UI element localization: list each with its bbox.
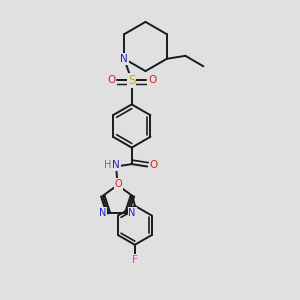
Text: H: H xyxy=(104,160,111,170)
Text: N: N xyxy=(99,208,107,218)
Text: S: S xyxy=(128,74,135,87)
Text: N: N xyxy=(120,54,128,64)
Text: O: O xyxy=(150,160,158,170)
Text: O: O xyxy=(114,179,122,189)
Text: N: N xyxy=(112,160,120,170)
Text: N: N xyxy=(128,208,136,218)
Text: F: F xyxy=(132,255,138,265)
Text: O: O xyxy=(148,75,156,85)
Text: O: O xyxy=(107,75,116,85)
